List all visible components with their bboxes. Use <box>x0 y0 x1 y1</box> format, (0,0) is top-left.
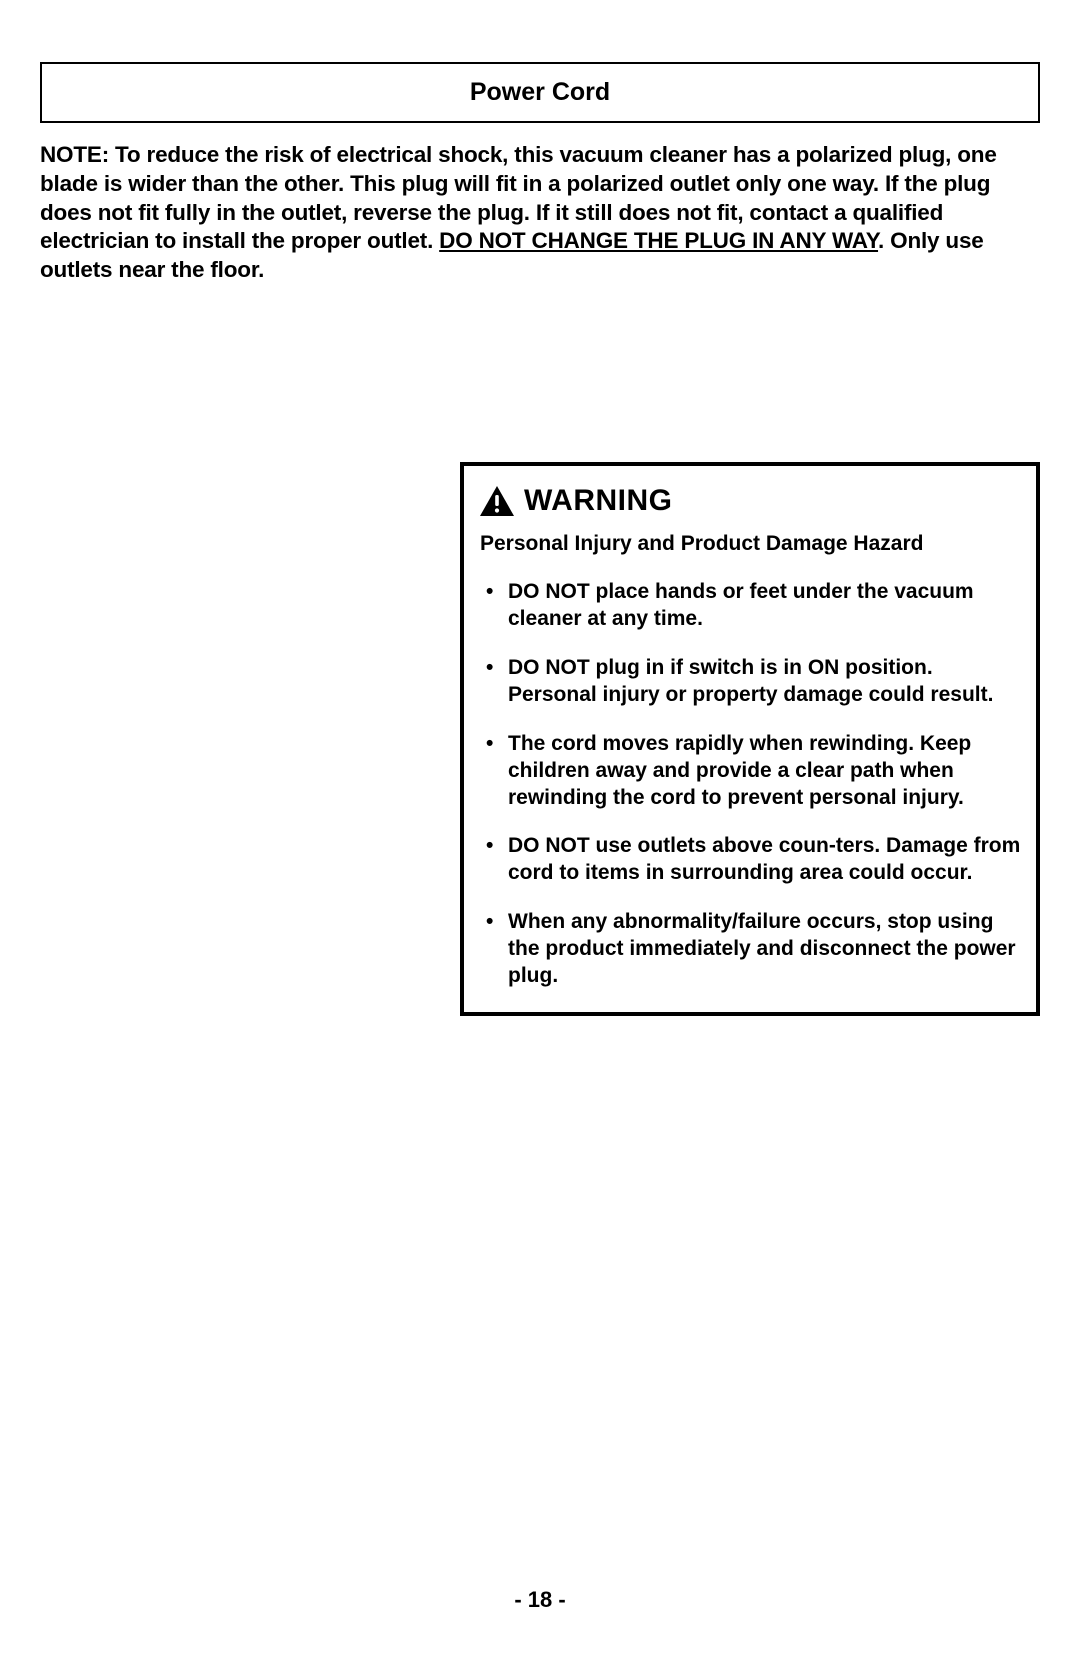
warning-item: When any abnormality/failure occurs, sto… <box>486 909 1024 990</box>
note-underlined: DO NOT CHANGE THE PLUG IN ANY WAY <box>439 228 878 253</box>
warning-header: WARNING <box>480 484 1024 518</box>
warning-list: DO NOT place hands or feet under the vac… <box>480 579 1024 990</box>
warning-title: WARNING <box>524 484 673 518</box>
warning-item: The cord moves rapidly when rewinding. K… <box>486 731 1024 812</box>
section-title-box: Power Cord <box>40 62 1040 123</box>
warning-item: DO NOT plug in if switch is in ON positi… <box>486 655 1024 709</box>
section-title: Power Cord <box>470 78 610 106</box>
warning-subtitle: Personal Injury and Product Damage Hazar… <box>480 530 1024 557</box>
document-page: Power Cord NOTE: To reduce the risk of e… <box>0 0 1080 325</box>
warning-item: DO NOT use outlets above coun‐ters. Dama… <box>486 833 1024 887</box>
note-paragraph: NOTE: To reduce the risk of electrical s… <box>40 141 1040 285</box>
warning-triangle-icon <box>480 486 514 516</box>
warning-box: WARNING Personal Injury and Product Dama… <box>460 462 1040 1016</box>
warning-item: DO NOT place hands or feet under the vac… <box>486 579 1024 633</box>
page-number: - 18 - <box>0 1587 1080 1613</box>
